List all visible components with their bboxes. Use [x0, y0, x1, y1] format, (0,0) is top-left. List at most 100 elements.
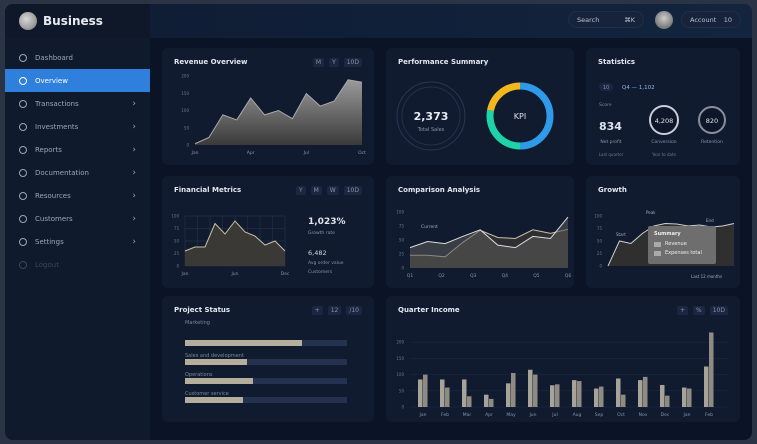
income-card: Quarter Income +% 10D 0 50 100 150 200 Jan Feb M… — [386, 296, 740, 422]
period-button[interactable]: W — [326, 186, 339, 195]
project-status-card: Project Status +12/10 Marketing Sales and… — [162, 296, 374, 422]
comparison-line-chart: 0 25 50 75 100 Q1 Q2 Q3 Q4 Q5 Q6 Current — [396, 210, 571, 280]
notification-count: 10 — [723, 15, 732, 24]
circle-icon — [19, 168, 27, 177]
income-bar-chart: 0 50 100 150 200 Jan Feb Mar Apr May Jun Jul Aug Sep O… — [396, 332, 728, 418]
avatar[interactable] — [655, 11, 673, 29]
period-button[interactable]: Y — [329, 58, 339, 67]
filter-chip[interactable] — [599, 83, 613, 91]
y-tick-label: 0 — [186, 143, 189, 148]
sidebar-item-overview[interactable]: Overview — [5, 69, 150, 92]
sidebar-item-reports[interactable]: Reports › — [5, 138, 150, 161]
sidebar-item-dashboard[interactable]: Dashboard — [5, 46, 150, 69]
y-tick-label: 200 — [396, 340, 404, 345]
outer-ring — [396, 81, 466, 151]
chevron-right-icon: › — [132, 121, 136, 132]
y-tick-label: 0 — [401, 405, 404, 410]
x-tick-label: Apr — [247, 150, 255, 156]
account-button[interactable]: Account 10 — [681, 11, 741, 28]
period-button[interactable]: 10D — [343, 58, 362, 67]
period-button[interactable]: 12 — [327, 306, 342, 315]
x-tick-label: Jul — [551, 412, 557, 418]
bar — [462, 379, 467, 407]
order-caption: Avg order value — [308, 260, 344, 266]
y-tick-label: 50 — [399, 388, 405, 393]
bar — [533, 374, 538, 407]
bar — [445, 387, 450, 407]
gauge-value: 4,208 — [655, 117, 674, 125]
y-tick-label: 75 — [174, 226, 180, 231]
x-tick-label: Jun — [528, 412, 536, 418]
chevron-right-icon: › — [132, 190, 136, 201]
progress-label: Operations — [185, 372, 213, 378]
series-line — [184, 220, 286, 252]
chevron-right-icon: › — [132, 236, 136, 247]
statistics-card: Statistics 10 Q4 — 1,102 Score 834 4,208… — [586, 48, 740, 165]
sub-caption: Year to date — [651, 152, 677, 157]
card-title: Financial Metrics — [174, 186, 242, 194]
circle-icon — [19, 76, 27, 85]
series-line — [194, 79, 363, 145]
period-button[interactable]: /10 — [346, 306, 362, 315]
growth-value: 1,023% — [308, 217, 346, 227]
progress-fill — [185, 378, 254, 384]
inner-ring — [401, 86, 461, 146]
circle-icon — [19, 237, 27, 246]
filter-label: 10 — [603, 85, 609, 91]
period-button[interactable]: M — [310, 186, 322, 195]
bar — [687, 388, 692, 407]
circle-icon — [19, 214, 27, 223]
sidebar-item-customers[interactable]: Customers › — [5, 207, 150, 230]
bar — [709, 332, 714, 407]
circle-icon — [19, 53, 27, 62]
comparison-card: Comparison Analysis 0 25 50 75 100 Q1 Q2 Q3 Q4 Q5… — [386, 176, 574, 288]
x-tick-label: Q1 — [407, 273, 414, 279]
y-tick-label: 0 — [401, 266, 404, 271]
y-tick-label: 0 — [599, 264, 602, 269]
area-fill-2 — [410, 217, 568, 268]
y-tick-label: 50 — [174, 239, 180, 244]
sidebar-item-documentation[interactable]: Documentation › — [5, 161, 150, 184]
bar — [555, 384, 560, 407]
period-button[interactable]: + — [311, 306, 323, 315]
card-title: Comparison Analysis — [398, 186, 481, 194]
area-fill — [185, 221, 285, 266]
period-button[interactable]: Y — [295, 186, 306, 195]
sidebar: Business Dashboard Overview Transactions › I… — [5, 4, 150, 440]
globe-logo-icon — [19, 12, 37, 30]
sidebar-item-investments[interactable]: Investments › — [5, 115, 150, 138]
period-button[interactable]: M — [312, 58, 325, 67]
search-button[interactable]: Search ⌘K — [568, 11, 644, 28]
x-tick-label: Jan — [191, 150, 199, 156]
bar — [506, 383, 511, 407]
period-button[interactable]: 10D — [709, 306, 728, 315]
period-controls: +% 10D — [677, 306, 728, 315]
revenue-area-chart: 0 50 100 150 200 Jan Apr Jul Oct — [181, 74, 366, 157]
chart-tooltip: Summary Revenue Expenses total — [648, 226, 716, 264]
period-button[interactable]: 10D — [343, 186, 362, 195]
gauge-value-2: 820 — [706, 117, 718, 125]
x-tick-label: Q4 — [502, 273, 509, 279]
bar — [511, 372, 516, 407]
sidebar-item-transactions[interactable]: Transactions › — [5, 92, 150, 115]
x-tick-label: Feb — [441, 412, 449, 418]
x-tick-label: Nov — [639, 412, 648, 418]
sidebar-item-settings[interactable]: Settings › — [5, 230, 150, 253]
sidebar-item-resources[interactable]: Resources › — [5, 184, 150, 207]
y-tick-label: 50 — [399, 238, 405, 243]
sidebar-item-label: Settings — [35, 237, 64, 246]
progress-label: Customer service — [185, 391, 229, 397]
donut-value: KPI — [514, 112, 526, 121]
y-tick-label: 100 — [181, 108, 189, 113]
progress-bar — [185, 340, 347, 346]
period-button[interactable]: % — [693, 306, 705, 315]
period-button[interactable]: + — [677, 306, 689, 315]
progress-label: Sales and development — [185, 353, 244, 359]
statistics-content: 10 Q4 — 1,102 Score 834 4,208 820 Net pr… — [599, 83, 726, 157]
tooltip-title: Summary — [654, 231, 681, 237]
x-tick-label: Mar — [463, 412, 472, 418]
period-controls: Y M W 10D — [295, 186, 362, 195]
bar — [638, 380, 643, 407]
sidebar-item-logout[interactable]: Logout — [5, 253, 150, 276]
kpi-card: Performance Summary 2,373 Total Sales KP… — [386, 48, 574, 165]
